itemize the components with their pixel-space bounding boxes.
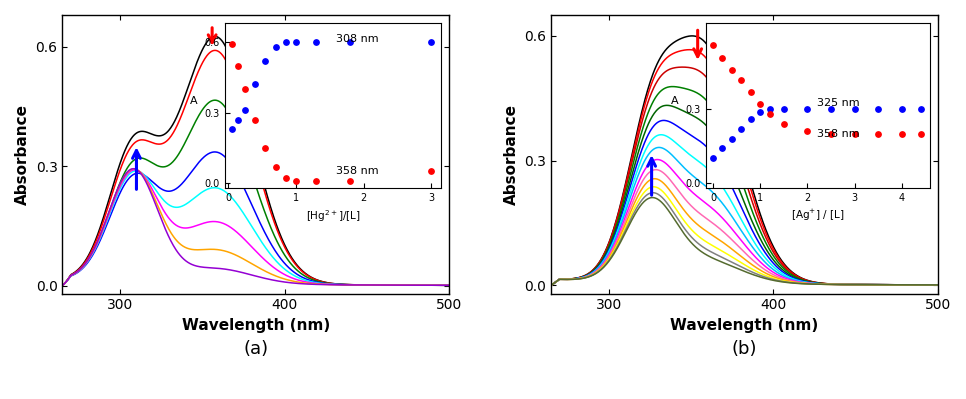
Y-axis label: Absorbance: Absorbance: [15, 104, 30, 205]
X-axis label: Wavelength (nm): Wavelength (nm): [182, 318, 329, 333]
Text: (a): (a): [243, 340, 269, 358]
Y-axis label: Absorbance: Absorbance: [504, 104, 519, 205]
X-axis label: Wavelength (nm): Wavelength (nm): [670, 318, 819, 333]
Text: (b): (b): [732, 340, 757, 358]
